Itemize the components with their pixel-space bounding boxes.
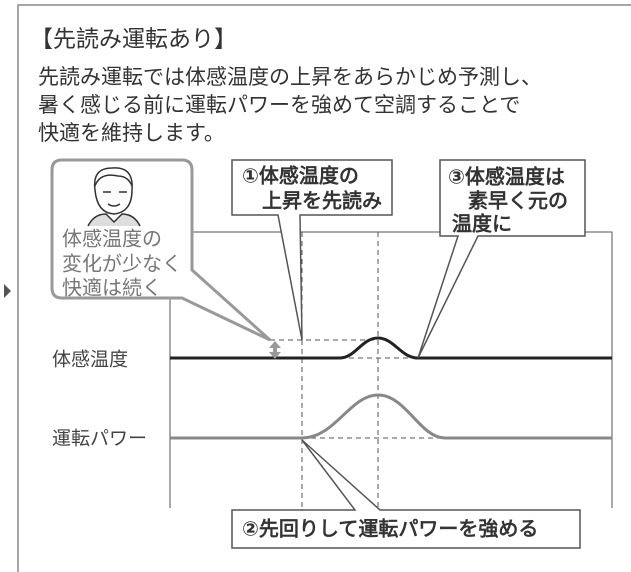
frame bbox=[17, 4, 631, 572]
callout-text: 温度に bbox=[452, 212, 512, 236]
title: 【先読み運転あり】 bbox=[30, 27, 237, 53]
side-arrow bbox=[4, 284, 11, 298]
power-line bbox=[170, 393, 612, 440]
callout-box bbox=[231, 159, 393, 341]
callout-text: ①体感温度の bbox=[242, 164, 359, 188]
person-icon bbox=[87, 167, 141, 227]
graph-frame bbox=[169, 231, 613, 508]
description: 先読み運転では体感温度の上昇をあらかじめ予測し、 bbox=[38, 65, 542, 89]
double-arrow bbox=[269, 341, 281, 359]
bubble-text: 変化が少なく bbox=[62, 252, 182, 276]
row-label: 運転パワー bbox=[52, 428, 147, 450]
callout-text: ②先回りして運転パワーを強める bbox=[242, 517, 538, 541]
bubble-text: 体感温度の bbox=[62, 227, 162, 251]
callout-box bbox=[417, 159, 586, 359]
callout-text: 上昇を先読み bbox=[262, 189, 382, 213]
callout-box bbox=[231, 439, 581, 549]
description: 快適を維持します。 bbox=[38, 121, 225, 145]
bubble-text: 快適は続く bbox=[62, 276, 162, 300]
row-label: 体感温度 bbox=[52, 349, 128, 371]
callout-text: ③体感温度は bbox=[448, 165, 565, 189]
callout-text: 素早く元の bbox=[468, 189, 568, 213]
temperature-line bbox=[170, 336, 612, 360]
description: 暑く感じる前に運転パワーを強めて空調することで bbox=[38, 93, 520, 117]
